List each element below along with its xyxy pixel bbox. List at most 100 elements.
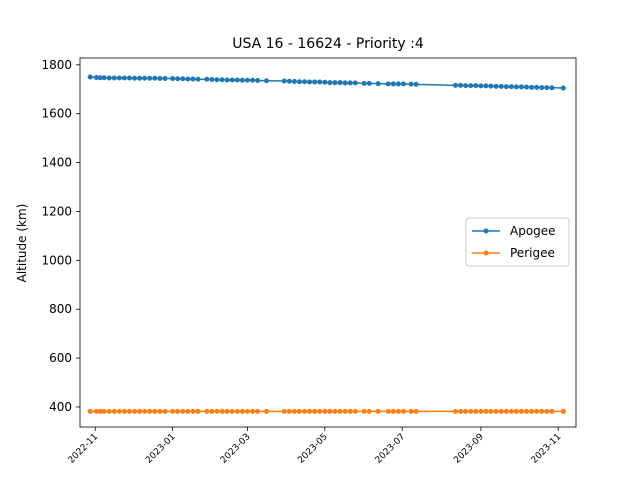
data-point-perigee [463, 408, 469, 414]
chart-title: USA 16 - 16624 - Priority :4 [232, 36, 424, 52]
data-point-apogee [560, 85, 566, 91]
data-point-perigee [413, 408, 419, 414]
data-point-apogee [408, 81, 414, 87]
data-point-perigee [229, 408, 235, 414]
data-point-apogee [126, 75, 132, 81]
data-point-perigee [483, 408, 489, 414]
data-point-perigee [332, 408, 338, 414]
data-point-apogee [366, 80, 372, 86]
data-point-perigee [317, 408, 323, 414]
data-point-apogee [413, 81, 419, 87]
data-point-apogee [137, 75, 143, 81]
data-point-apogee [483, 83, 489, 89]
data-point-apogee [132, 75, 138, 81]
data-point-apogee [157, 76, 163, 82]
data-point-apogee [147, 75, 153, 81]
data-point-apogee [224, 77, 230, 83]
data-point-perigee [126, 408, 132, 414]
data-point-apogee [116, 75, 122, 81]
data-point-perigee [244, 408, 250, 414]
data-point-perigee [296, 408, 302, 414]
data-point-apogee [244, 77, 250, 83]
data-point-perigee [342, 408, 348, 414]
x-tick-label: 2023-07 [374, 432, 408, 466]
x-tick-label: 2023-09 [452, 432, 486, 466]
data-point-apogee [142, 75, 148, 81]
data-point-perigee [508, 408, 514, 414]
data-point-perigee [106, 408, 112, 414]
data-point-perigee [473, 408, 479, 414]
data-point-apogee [93, 75, 99, 81]
data-point-perigee [498, 408, 504, 414]
data-point-perigee [190, 408, 196, 414]
data-point-apogee [111, 75, 117, 81]
data-point-apogee [195, 76, 201, 82]
data-point-perigee [312, 408, 318, 414]
data-point-apogee [286, 78, 292, 84]
data-point-apogee [255, 77, 261, 83]
data-point-apogee [219, 77, 225, 83]
data-point-perigee [385, 408, 391, 414]
x-tick-label: 2023-03 [219, 432, 253, 466]
data-point-apogee [239, 77, 245, 83]
data-point-perigee [185, 408, 191, 414]
data-point-apogee [296, 79, 302, 85]
data-point-perigee [137, 408, 143, 414]
data-point-perigee [195, 408, 201, 414]
data-point-perigee [224, 408, 230, 414]
data-point-perigee [162, 408, 168, 414]
data-point-perigee [458, 408, 464, 414]
legend-label-perigee: Perigee [510, 246, 555, 260]
data-point-apogee [322, 79, 328, 85]
plot-area [87, 74, 566, 414]
data-point-apogee [468, 83, 474, 89]
data-point-perigee [529, 408, 535, 414]
legend-marker-perigee [483, 250, 489, 256]
data-point-apogee [395, 81, 401, 87]
data-point-apogee [361, 80, 367, 86]
x-tick-label: 2022-11 [67, 432, 101, 466]
data-point-apogee [534, 84, 540, 90]
data-point-apogee [342, 80, 348, 86]
data-point-perigee [408, 408, 414, 414]
data-point-apogee [302, 79, 308, 85]
data-point-apogee [291, 78, 297, 84]
data-point-apogee [539, 85, 545, 91]
data-point-perigee [142, 408, 148, 414]
data-point-perigee [307, 408, 313, 414]
data-point-perigee [534, 408, 540, 414]
data-point-perigee [361, 408, 367, 414]
y-tick-label: 1600 [41, 107, 72, 121]
axes-frame [79, 57, 577, 428]
data-point-perigee [250, 408, 256, 414]
data-point-apogee [101, 75, 107, 81]
y-tick-label: 1000 [41, 253, 72, 267]
data-point-perigee [524, 408, 530, 414]
data-point-perigee [87, 408, 93, 414]
legend: Apogee Perigee [465, 217, 570, 267]
data-point-apogee [524, 84, 530, 90]
data-point-apogee [352, 80, 358, 86]
data-point-apogee [175, 76, 181, 82]
data-point-perigee [400, 408, 406, 414]
data-point-perigee [544, 408, 550, 414]
data-point-perigee [518, 408, 524, 414]
data-point-perigee [302, 408, 308, 414]
data-point-perigee [513, 408, 519, 414]
data-point-perigee [395, 408, 401, 414]
data-point-apogee [204, 76, 210, 82]
data-point-apogee [180, 76, 186, 82]
data-point-perigee [97, 408, 103, 414]
data-point-apogee [544, 85, 550, 91]
data-point-apogee [473, 83, 479, 89]
data-point-perigee [503, 408, 509, 414]
data-point-apogee [493, 83, 499, 89]
data-point-perigee [286, 408, 292, 414]
data-point-perigee [101, 408, 107, 414]
data-point-perigee [204, 408, 210, 414]
data-point-apogee [508, 84, 514, 90]
data-point-apogee [518, 84, 524, 90]
data-point-apogee [513, 84, 519, 90]
data-point-apogee [375, 81, 381, 87]
legend-box [465, 217, 570, 267]
